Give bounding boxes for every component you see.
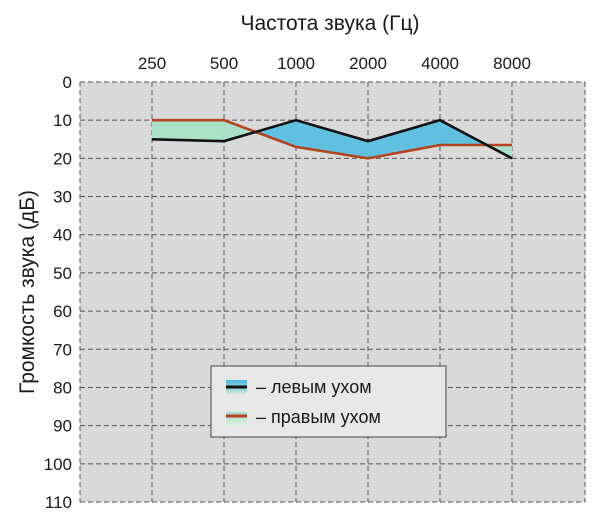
x-tick-label: 4000 <box>421 54 459 73</box>
y-tick-label: 20 <box>53 149 72 168</box>
series-lines <box>151 118 513 160</box>
x-tick-label: 1000 <box>277 54 315 73</box>
y-tick-label: 50 <box>53 264 72 283</box>
legend-label-left: – левым ухом <box>256 377 372 397</box>
x-ticks: 250 500 1000 2000 4000 8000 <box>138 54 531 73</box>
fill-segment <box>255 120 296 147</box>
legend-label-right: – правым ухом <box>256 407 381 427</box>
legend: – левым ухом – правым ухом <box>210 365 447 438</box>
y-tick-label: 100 <box>44 455 72 474</box>
y-tick-label: 80 <box>53 378 72 397</box>
y-tick-label: 70 <box>53 340 72 359</box>
chart-title: Частота звука (Гц) <box>240 12 419 35</box>
fill-segment <box>368 120 440 159</box>
y-ticks: 0 10 20 30 40 50 60 70 80 90 100 110 <box>44 73 72 512</box>
legend-swatch-right-fill <box>226 412 247 426</box>
fill-segment <box>224 120 256 142</box>
y-tick-label: 10 <box>53 111 72 130</box>
x-tick-label: 2000 <box>349 54 387 73</box>
y-tick-label: 30 <box>53 188 72 207</box>
y-axis-label: Громкость звука (дБ) <box>16 190 39 394</box>
x-tick-label: 8000 <box>493 54 531 73</box>
y-tick-label: 0 <box>63 73 72 92</box>
y-tick-label: 90 <box>53 417 72 436</box>
y-tick-label: 40 <box>53 226 72 245</box>
x-tick-label: 500 <box>210 54 238 73</box>
grid <box>79 81 586 503</box>
series-line-right-ear <box>152 118 512 160</box>
series-line-left-ear <box>151 118 513 160</box>
fill-segment <box>152 120 224 142</box>
y-tick-label: 110 <box>45 493 72 512</box>
x-tick-label: 250 <box>138 54 166 73</box>
legend-box <box>210 365 447 438</box>
y-tick-label: 60 <box>53 302 72 321</box>
